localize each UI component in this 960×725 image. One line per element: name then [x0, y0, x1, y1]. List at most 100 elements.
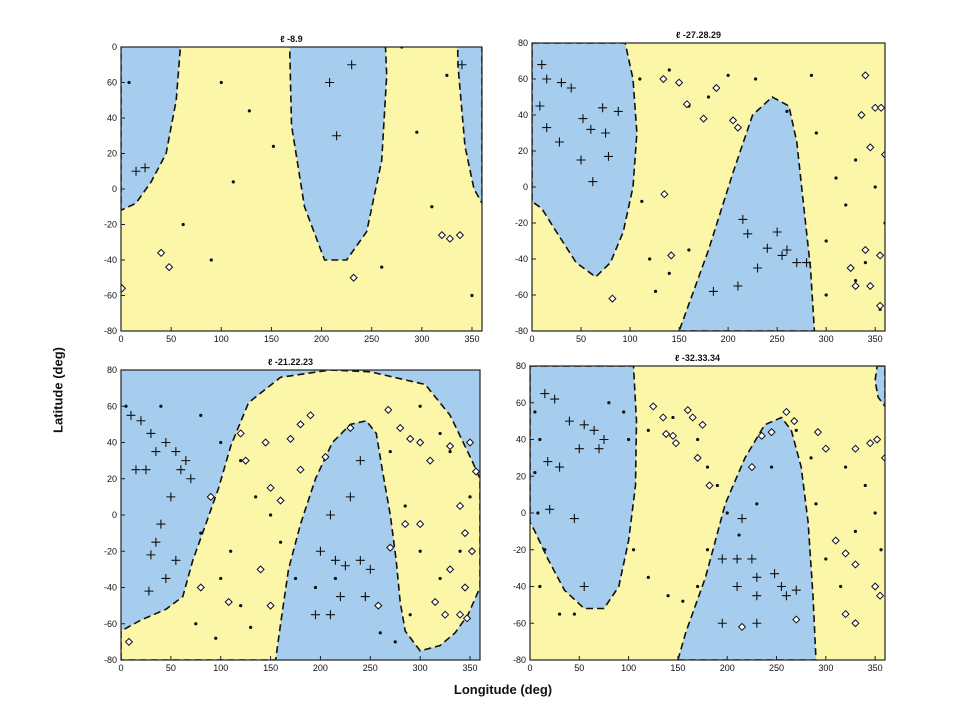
- dot-point: [219, 80, 223, 85]
- plus-point: [752, 591, 762, 601]
- dot-point: [715, 483, 719, 488]
- diamond-point: [875, 301, 885, 310]
- plus-point: [574, 444, 584, 454]
- plus-point: [146, 550, 156, 560]
- dot-point: [533, 470, 537, 475]
- y-tick-label: 0: [521, 508, 526, 518]
- diamond-point: [851, 619, 860, 628]
- x-tick-label: 100: [214, 334, 229, 344]
- dot-point: [380, 265, 384, 269]
- dot-point: [254, 495, 258, 499]
- diamond-point: [857, 110, 866, 120]
- diamond-point: [406, 434, 415, 443]
- diamond-point: [846, 263, 855, 273]
- diamond-point: [462, 614, 472, 623]
- dot-point: [824, 557, 828, 561]
- diamond-point: [374, 601, 383, 610]
- dot-point: [638, 77, 642, 81]
- dot-point: [879, 548, 883, 552]
- plus-point: [159, 25, 168, 34]
- dot-point: [378, 631, 382, 635]
- diamond-point: [712, 83, 721, 93]
- diamond-point: [674, 78, 684, 87]
- dot-point: [194, 622, 198, 626]
- y-tick-label: -80: [104, 326, 117, 336]
- diamond-point: [396, 423, 405, 433]
- dot-point: [681, 599, 685, 603]
- diamond-point: [841, 549, 850, 558]
- panel-title: ℓ -27.28.29: [676, 30, 721, 40]
- dot-point: [333, 576, 338, 581]
- diamond-point: [866, 143, 875, 152]
- plus-point: [131, 166, 141, 176]
- dot-point: [247, 109, 251, 113]
- plus-point: [589, 425, 599, 435]
- plus-point: [566, 83, 576, 93]
- diamond-point: [699, 114, 708, 123]
- dot-point: [666, 594, 670, 598]
- plus-point: [747, 554, 757, 564]
- plus-point: [555, 462, 565, 472]
- x-tick-label: 0: [527, 663, 532, 673]
- dot-point: [214, 636, 218, 640]
- diamond-point: [737, 622, 747, 632]
- dot-point: [249, 625, 253, 629]
- diamond-point: [866, 281, 875, 291]
- diamond-point: [437, 231, 446, 240]
- dot-point: [219, 440, 223, 445]
- plus-point: [347, 60, 357, 70]
- plus-point: [737, 514, 747, 524]
- dot-point: [755, 502, 759, 506]
- plus-point: [579, 420, 589, 430]
- dot-point: [538, 584, 542, 589]
- dot-point: [705, 548, 710, 552]
- dot-point: [653, 289, 658, 293]
- plus-point: [292, 14, 301, 23]
- plus-point: [782, 245, 792, 255]
- diamond-point: [224, 597, 233, 607]
- y-tick-label: -40: [104, 583, 117, 593]
- region-2: [678, 96, 816, 331]
- x-tick-label: 200: [721, 334, 736, 344]
- plus-point: [576, 155, 586, 165]
- dot-point: [445, 73, 449, 77]
- plus-point: [781, 591, 791, 601]
- plus-point: [176, 465, 186, 475]
- dot-point: [438, 431, 442, 436]
- dot-point: [418, 404, 422, 408]
- diamond-point: [693, 453, 702, 462]
- x-tick-label: 100: [623, 334, 638, 344]
- diamond-point: [873, 435, 882, 444]
- diamond-point: [851, 281, 860, 291]
- plus-point: [332, 131, 342, 141]
- diamond-point: [196, 583, 205, 592]
- dot-point: [124, 404, 128, 408]
- dot-point: [646, 575, 650, 579]
- x-tick-label: 200: [313, 663, 328, 673]
- panel-title: ℓ -8.9: [280, 34, 302, 44]
- dot-point: [706, 95, 711, 99]
- dot-point: [313, 585, 318, 590]
- plus-point: [717, 554, 727, 564]
- plus-point: [542, 74, 552, 84]
- diamond-point: [346, 423, 355, 433]
- dot-point: [667, 68, 671, 72]
- diamond-point: [875, 591, 885, 600]
- plus-point: [733, 281, 743, 291]
- y-tick-label: 60: [107, 401, 117, 411]
- plus-point: [578, 114, 588, 124]
- plus-point: [360, 592, 370, 602]
- y-tick-label: -20: [104, 220, 117, 230]
- dot-point: [863, 261, 867, 265]
- dot-point: [696, 584, 700, 589]
- y-tick-label: 80: [516, 361, 526, 371]
- plus-point: [542, 123, 552, 133]
- panel-title: ℓ -21.22.23: [268, 357, 313, 367]
- diamond-point: [875, 251, 885, 260]
- dot-point: [533, 410, 537, 414]
- plus-point: [181, 456, 191, 466]
- diamond-point: [256, 565, 265, 574]
- diamond-point: [440, 610, 450, 619]
- x-tick-label: 350: [868, 334, 883, 344]
